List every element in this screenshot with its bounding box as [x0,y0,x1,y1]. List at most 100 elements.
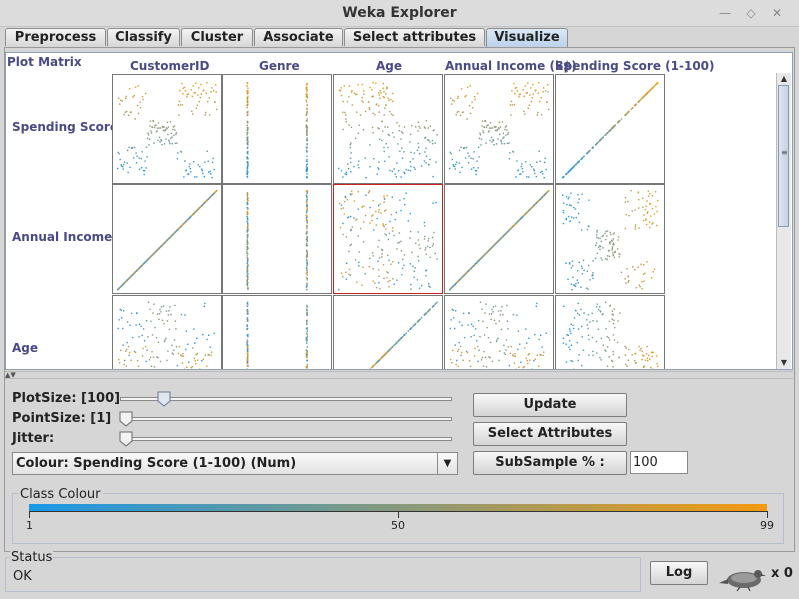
select-attributes-button[interactable]: Select Attributes [473,422,627,446]
scatter-point [503,344,505,346]
class-colour-title: Class Colour [18,487,103,502]
scatter-point [589,279,591,281]
scatter-point [634,360,636,362]
scatter-point [596,236,598,239]
scatter-point [494,129,497,132]
subsample-input[interactable]: 100 [630,451,688,474]
update-button[interactable]: Update [473,393,627,417]
scatter-point [425,275,427,277]
scatter-point [611,313,613,315]
scatter-cell[interactable] [444,184,554,294]
slider-knob-icon[interactable] [119,411,133,427]
colour-select[interactable]: Colour: Spending Score (1-100) (Num) ▼ [12,452,458,475]
scatter-point [474,98,476,101]
scatter-point [364,214,367,217]
scatter-point [639,349,641,352]
scatter-point [541,114,543,116]
scatter-point [152,312,154,314]
slider-knob-icon[interactable] [157,391,171,407]
scatter-point [397,340,400,342]
scatter-point [527,107,529,109]
scatter-cell[interactable] [222,184,332,294]
scatter-point [305,126,308,128]
scatter-point [173,125,176,127]
tab-classify[interactable]: Classify [107,28,180,46]
slider-knob-icon[interactable] [119,431,133,447]
scatter-cell[interactable] [333,74,443,184]
scatter-point [641,281,643,283]
point-size-slider[interactable] [119,411,452,427]
scatter-point [306,129,308,131]
scatter-point [642,273,645,275]
scatter-point [630,190,632,192]
scatter-point [340,204,343,206]
scatter-cell[interactable] [333,295,443,369]
scatter-point [423,160,426,162]
jitter-slider[interactable] [119,431,452,447]
plot-matrix: Plot Matrix CustomerID Genre Age Annual … [5,52,793,370]
scatter-point [599,237,601,240]
scroll-down-icon[interactable]: ▼ [780,358,788,367]
scatter-point [479,336,481,338]
scatter-point [638,345,640,348]
scatter-cell[interactable] [555,184,665,294]
tab-cluster[interactable]: Cluster [181,28,253,46]
scatter-point [534,358,536,360]
scatter-point [624,227,627,230]
scatter-point [209,346,211,348]
scatter-point [123,363,125,366]
close-icon[interactable]: ✕ [771,6,783,20]
scatter-point [247,354,249,357]
scatter-point [634,362,637,364]
matrix-vertical-scrollbar[interactable]: ▲ ≡ ▼ [776,73,791,369]
scatter-point [420,317,423,319]
scatter-point [409,237,411,239]
maximize-icon[interactable]: ◇ [746,6,756,20]
scatter-point [353,165,355,168]
scatter-cell[interactable] [444,295,554,369]
scatter-point [207,100,209,103]
chevron-down-icon[interactable]: ▼ [437,453,457,474]
scatter-point [147,336,149,338]
scatter-cell[interactable] [555,74,665,184]
scatter-cell[interactable] [112,184,222,294]
scatter-point [645,205,647,207]
scatter-point [306,240,308,243]
scatter-cell[interactable] [112,74,222,184]
scatter-point [418,287,421,289]
scatter-point [536,354,538,356]
scrollbar-thumb[interactable]: ≡ [778,85,789,227]
scatter-point [420,285,423,287]
scroll-up-icon[interactable]: ▲ [780,74,788,83]
scatter-point [575,310,577,312]
scatter-point [453,317,455,319]
scatter-point [402,258,404,261]
scatter-point [379,90,381,92]
minimize-icon[interactable]: — [719,6,731,20]
split-divider[interactable]: ▲▼ [5,371,793,379]
tab-associate[interactable]: Associate [254,28,343,46]
scatter-point [364,110,367,113]
scatter-point [247,164,249,166]
scatter-point [246,340,249,343]
scatter-point [173,349,175,351]
scatter-cell[interactable] [555,295,665,369]
log-button[interactable]: Log [650,561,708,585]
scatter-point [463,147,466,149]
tab-visualize[interactable]: Visualize [486,28,568,48]
scatter-point [644,272,646,274]
tab-select-attributes[interactable]: Select attributes [344,28,485,46]
scatter-cell[interactable] [222,295,332,369]
tab-preprocess[interactable]: Preprocess [5,28,106,46]
scatter-point [355,219,357,221]
scatter-cell[interactable] [112,295,222,369]
scatter-cell[interactable] [333,184,443,294]
scatter-point [463,336,466,339]
scatter-point [305,99,308,101]
scatter-point [497,337,499,340]
scatter-cell[interactable] [222,74,332,184]
plot-size-slider[interactable] [120,391,452,407]
scatter-point [357,191,359,193]
scatter-cell[interactable] [444,74,554,184]
subsample-button[interactable]: SubSample % : [473,451,627,475]
